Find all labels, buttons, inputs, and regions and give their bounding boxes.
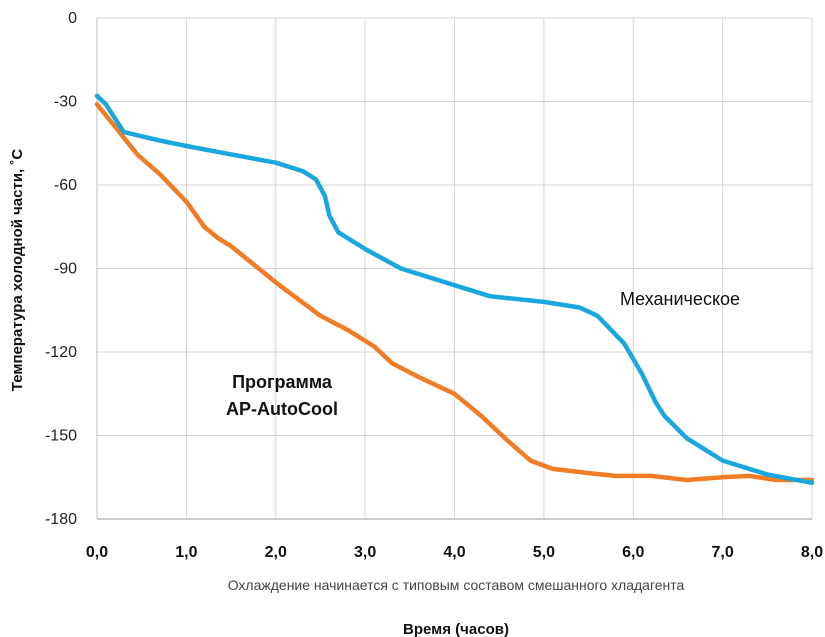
x-axis-label: Время (часов) [403, 621, 509, 637]
series-line [94, 102, 815, 483]
x-tick-label: 8,0 [801, 544, 823, 561]
series-label: Механическое [620, 289, 740, 309]
series-label: Программа [232, 372, 333, 392]
y-tick-label: -180 [45, 511, 77, 528]
y-tick-label: -60 [54, 177, 77, 194]
x-tick-label: 2,0 [265, 544, 287, 561]
x-tick-label: 0,0 [86, 544, 108, 561]
y-tick-label: -150 [45, 428, 77, 445]
y-axis-label: Температура холодной части, ˚C [9, 149, 26, 392]
x-tick-label: 5,0 [533, 544, 555, 561]
x-tick-label: 3,0 [354, 544, 376, 561]
y-tick-label: -30 [54, 94, 77, 111]
series-labels: Механическое Программа AP-AutoCool [226, 289, 740, 419]
y-tick-labels: 0 -30 -60 -90 -120 -150 -180 [45, 10, 77, 528]
y-tick-label: 0 [68, 10, 77, 27]
x-tick-label: 7,0 [712, 544, 734, 561]
grid [97, 17, 813, 519]
x-tick-label: 1,0 [175, 544, 197, 561]
y-tick-label: -120 [45, 344, 77, 361]
chart-note: Охлаждение начинается с типовым составом… [228, 577, 685, 593]
x-tick-label: 6,0 [622, 544, 644, 561]
series-lines [94, 93, 815, 486]
series-label: AP-AutoCool [226, 399, 338, 419]
axes [96, 18, 812, 520]
x-tick-labels: 0,0 1,0 2,0 3,0 4,0 5,0 6,0 7,0 8,0 [86, 544, 823, 561]
y-tick-label: -90 [54, 261, 77, 278]
series-line [94, 93, 815, 486]
x-tick-label: 4,0 [443, 544, 465, 561]
